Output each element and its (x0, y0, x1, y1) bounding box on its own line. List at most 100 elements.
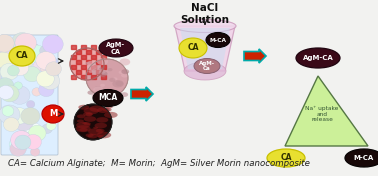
Ellipse shape (10, 134, 28, 150)
Ellipse shape (10, 141, 26, 156)
Ellipse shape (12, 33, 33, 52)
Ellipse shape (31, 148, 40, 156)
Ellipse shape (121, 92, 128, 97)
Ellipse shape (86, 59, 128, 97)
Ellipse shape (36, 52, 56, 70)
Ellipse shape (44, 75, 57, 87)
Ellipse shape (84, 122, 91, 125)
Ellipse shape (42, 35, 63, 54)
Text: CA: CA (187, 43, 199, 52)
Ellipse shape (15, 135, 31, 150)
Ellipse shape (3, 117, 19, 131)
Text: CA= Calcium Alginate;  M= Morin;  AgM= Silver Morin nanocomposite: CA= Calcium Alginate; M= Morin; AgM= Sil… (8, 159, 310, 168)
Ellipse shape (92, 92, 103, 99)
Ellipse shape (14, 113, 33, 131)
Ellipse shape (99, 39, 133, 57)
Ellipse shape (42, 51, 50, 59)
Bar (101, 55, 105, 59)
Bar (71, 45, 76, 49)
Ellipse shape (76, 122, 90, 128)
Ellipse shape (267, 149, 305, 167)
Ellipse shape (0, 85, 14, 99)
Ellipse shape (84, 108, 99, 114)
Ellipse shape (296, 48, 340, 68)
Text: CA: CA (280, 153, 292, 162)
Ellipse shape (74, 104, 112, 140)
Ellipse shape (93, 86, 103, 93)
Ellipse shape (119, 58, 130, 66)
Text: M-CA: M-CA (354, 155, 374, 161)
Text: M-CA: M-CA (209, 37, 226, 42)
Text: AgM-CA: AgM-CA (303, 55, 333, 61)
Text: MCA: MCA (98, 93, 118, 102)
Bar (81, 74, 85, 79)
Ellipse shape (0, 44, 11, 55)
Ellipse shape (0, 47, 14, 62)
Bar (96, 59, 101, 64)
Ellipse shape (105, 105, 113, 108)
Text: M: M (49, 109, 57, 118)
Ellipse shape (87, 61, 95, 66)
Ellipse shape (77, 120, 84, 123)
Text: AgM-
Ca: AgM- Ca (199, 61, 215, 71)
Ellipse shape (10, 108, 29, 124)
Polygon shape (285, 76, 368, 146)
Ellipse shape (108, 103, 113, 105)
Ellipse shape (40, 45, 52, 56)
Ellipse shape (97, 132, 111, 138)
Ellipse shape (26, 100, 35, 108)
Polygon shape (175, 26, 235, 71)
Text: NaCl
Solution: NaCl Solution (181, 3, 229, 25)
Ellipse shape (109, 78, 115, 82)
Ellipse shape (98, 135, 104, 138)
Ellipse shape (2, 106, 14, 116)
Bar (76, 59, 81, 64)
Polygon shape (180, 28, 230, 69)
Bar (71, 64, 76, 69)
Ellipse shape (179, 38, 207, 58)
Ellipse shape (14, 82, 22, 89)
Ellipse shape (0, 34, 14, 52)
Bar (96, 70, 101, 74)
Ellipse shape (90, 106, 104, 112)
Text: AgM-
CA: AgM- CA (107, 42, 125, 55)
Bar (91, 74, 96, 79)
Text: Na⁺ uptake
and
release: Na⁺ uptake and release (305, 106, 339, 122)
Ellipse shape (25, 134, 42, 149)
Ellipse shape (77, 114, 85, 118)
Ellipse shape (97, 107, 110, 113)
Ellipse shape (0, 105, 20, 124)
Ellipse shape (107, 68, 113, 71)
Ellipse shape (91, 68, 102, 75)
Ellipse shape (100, 84, 105, 87)
Ellipse shape (184, 62, 226, 80)
Ellipse shape (70, 48, 104, 80)
Ellipse shape (345, 149, 378, 167)
FancyArrow shape (131, 87, 153, 101)
Ellipse shape (0, 63, 19, 80)
Ellipse shape (31, 130, 40, 138)
Bar (86, 49, 90, 54)
Ellipse shape (85, 133, 94, 137)
Bar (76, 70, 81, 74)
Ellipse shape (115, 81, 123, 86)
Ellipse shape (78, 105, 89, 110)
Bar (81, 55, 85, 59)
Ellipse shape (88, 70, 93, 73)
Ellipse shape (42, 124, 53, 134)
Ellipse shape (112, 80, 124, 87)
Ellipse shape (46, 62, 62, 76)
Ellipse shape (0, 78, 14, 93)
Bar (101, 64, 105, 69)
Ellipse shape (88, 128, 103, 135)
Ellipse shape (96, 117, 108, 123)
Ellipse shape (42, 56, 59, 72)
Bar (101, 45, 105, 49)
Bar (86, 70, 90, 74)
Ellipse shape (119, 71, 124, 74)
Ellipse shape (32, 88, 41, 96)
Ellipse shape (75, 125, 91, 132)
Ellipse shape (0, 52, 12, 68)
Ellipse shape (28, 125, 46, 141)
Ellipse shape (99, 67, 103, 70)
